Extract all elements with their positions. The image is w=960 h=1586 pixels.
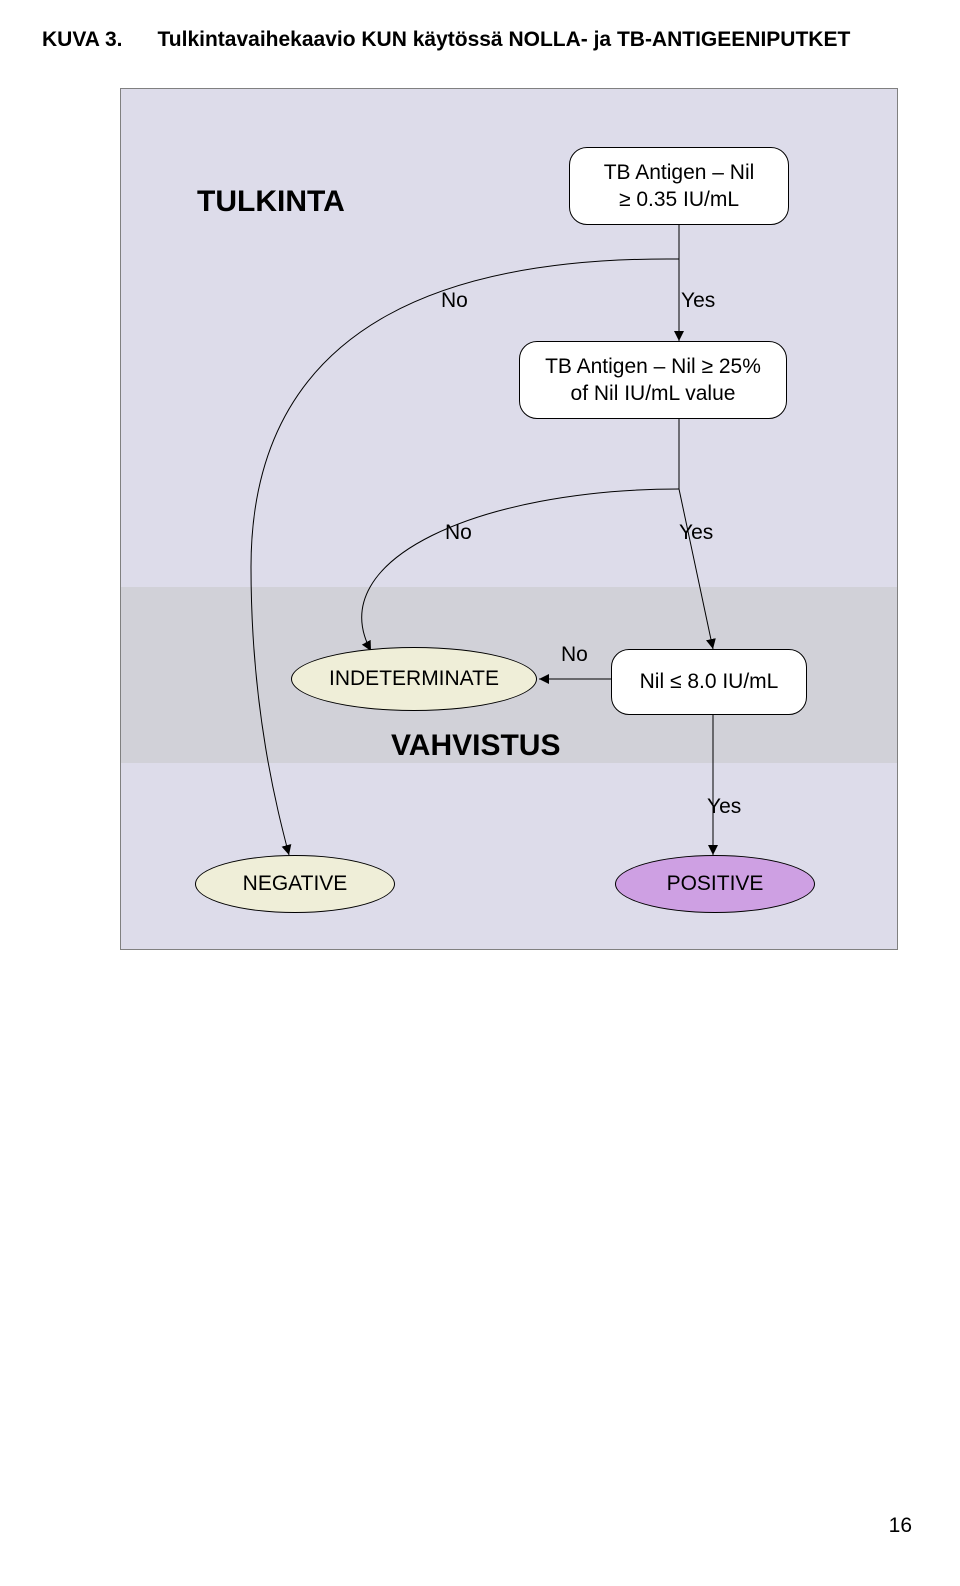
node-label: Nil ≤ 8.0 IU/mL <box>640 668 779 695</box>
edge-label-yes: Yes <box>681 289 715 313</box>
edge-label-no: No <box>561 643 588 667</box>
node-label: POSITIVE <box>667 872 764 896</box>
section-label-vahvistus: VAHVISTUS <box>391 729 560 763</box>
node-positive: POSITIVE <box>615 855 815 913</box>
figure-number: KUVA 3. <box>42 28 123 51</box>
node-tb-antigen-percent: TB Antigen – Nil ≥ 25% of Nil IU/mL valu… <box>519 341 787 419</box>
edge-label-yes: Yes <box>707 795 741 819</box>
edge-label-yes: Yes <box>679 521 713 545</box>
edge-label-no: No <box>441 289 468 313</box>
node-label: TB Antigen – Nil ≥ 0.35 IU/mL <box>604 159 755 214</box>
node-label: NEGATIVE <box>243 872 348 896</box>
section-label-tulkinta: TULKINTA <box>197 185 345 219</box>
node-label: INDETERMINATE <box>329 667 499 691</box>
edge-label-no: No <box>445 521 472 545</box>
node-tb-antigen-threshold: TB Antigen – Nil ≥ 0.35 IU/mL <box>569 147 789 225</box>
page: KUVA 3. Tulkintavaihekaavio KUN käytössä… <box>0 0 960 1586</box>
figure-title: Tulkintavaihekaavio KUN käytössä NOLLA- … <box>158 28 851 51</box>
node-label: TB Antigen – Nil ≥ 25% of Nil IU/mL valu… <box>545 353 761 408</box>
flowchart-frame: TULKINTA VAHVISTUS TB Antigen – Nil ≥ 0.… <box>120 88 898 950</box>
figure-caption: KUVA 3. Tulkintavaihekaavio KUN käytössä… <box>42 28 850 52</box>
node-nil-threshold: Nil ≤ 8.0 IU/mL <box>611 649 807 715</box>
node-indeterminate: INDETERMINATE <box>291 647 537 711</box>
page-number: 16 <box>889 1514 912 1538</box>
node-negative: NEGATIVE <box>195 855 395 913</box>
